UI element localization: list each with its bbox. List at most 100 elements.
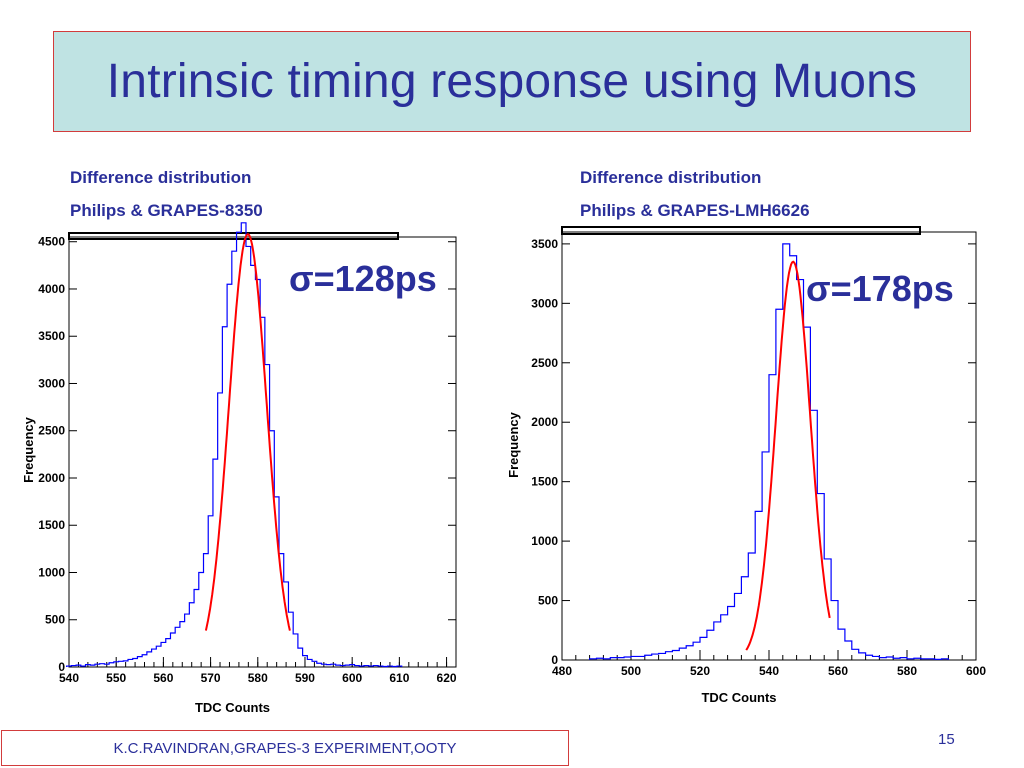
left-caption: Difference distribution Philips & GRAPES… (70, 161, 263, 227)
x-tick-label: 590 (295, 671, 315, 685)
histogram-bin (714, 622, 721, 660)
histogram-bin (222, 327, 227, 667)
histogram-bin (180, 622, 185, 667)
y-tick-label: 500 (538, 594, 558, 608)
footer-text: K.C.RAVINDRAN,GRAPES-3 EXPERIMENT,OOTY (113, 739, 457, 757)
histogram-series (589, 243, 949, 661)
histogram-bin (838, 629, 845, 660)
y-tick-label: 1000 (531, 534, 558, 548)
footer-box: K.C.RAVINDRAN,GRAPES-3 EXPERIMENT,OOTY (1, 730, 569, 766)
y-tick-label: 3500 (38, 329, 65, 343)
y-tick-label: 3000 (38, 376, 65, 390)
y-tick-label: 2000 (531, 415, 558, 429)
right-caption: Difference distribution Philips & GRAPES… (580, 161, 810, 227)
x-tick-label: 520 (690, 664, 710, 678)
histogram-bin (659, 653, 666, 660)
histogram-bin (790, 256, 797, 660)
histogram-bin (175, 627, 180, 667)
histogram-bin (128, 659, 133, 667)
y-tick-label: 3000 (531, 296, 558, 310)
histogram-bin (679, 648, 686, 660)
x-tick-label: 540 (759, 664, 779, 678)
left-histogram-chart: 0 500 1000 1500 2000 2500 3000 3500 4000 4500 540 5… (21, 222, 457, 715)
y-tick-label: 2500 (531, 356, 558, 370)
title-box: Intrinsic timing response using Muons (53, 31, 971, 132)
histogram-bin (227, 284, 232, 667)
x-tick-label: 500 (621, 664, 641, 678)
x-tick-label: 580 (248, 671, 268, 685)
right-caption-line2: Philips & GRAPES-LMH6626 (580, 201, 810, 220)
y-tick-label: 0 (551, 653, 558, 667)
right-histogram-chart: 0 500 1000 1500 2000 2500 3000 3500 480 500 520 540… (506, 226, 986, 705)
histogram-bin (170, 633, 175, 667)
y-tick-label: 1000 (38, 565, 65, 579)
x-axis-label: TDC Counts (195, 700, 270, 715)
histogram-bin (119, 661, 124, 667)
x-tick-label: 560 (153, 671, 173, 685)
histogram-bin (109, 663, 114, 667)
histogram-bin (255, 280, 260, 667)
histogram-bin (298, 648, 303, 667)
histogram-bin (666, 652, 673, 660)
y-tick-label: 4000 (38, 282, 65, 296)
y-tick-label: 500 (45, 613, 65, 627)
x-tick-label: 600 (966, 664, 986, 678)
gaussian-fit-line (204, 233, 291, 631)
histogram-bin (707, 630, 714, 660)
histogram-bin (797, 280, 804, 660)
histogram-bin (185, 614, 190, 667)
x-tick-label: 540 (59, 671, 79, 685)
stat-box-edge (561, 226, 921, 235)
histogram-bin (700, 637, 707, 660)
left-caption-line1: Difference distribution (70, 168, 252, 187)
slide-title: Intrinsic timing response using Muons (106, 55, 918, 108)
histogram-bin (672, 650, 679, 660)
histogram-bin (241, 223, 246, 667)
y-tick-label: 3500 (531, 237, 558, 251)
histogram-series (66, 222, 403, 668)
x-tick-label: 560 (828, 664, 848, 678)
left-sigma-annotation: σ=128ps (289, 258, 437, 299)
y-tick-label: 1500 (38, 518, 65, 532)
histogram-bin (769, 375, 776, 660)
histogram-bin (246, 246, 251, 667)
histogram-bin (845, 641, 852, 660)
y-tick-label: 2500 (38, 424, 65, 438)
histogram-bin (728, 607, 735, 661)
y-tick-label: 1500 (531, 475, 558, 489)
histogram-bin (156, 646, 161, 667)
y-tick-label: 0 (58, 660, 65, 674)
x-tick-label: 580 (897, 664, 917, 678)
gaussian-fit-line (745, 260, 831, 651)
histogram-bin (288, 612, 293, 667)
x-tick-label: 570 (201, 671, 221, 685)
histogram-bin (652, 654, 659, 660)
x-tick-label: 620 (437, 671, 457, 685)
histogram-bin (137, 657, 142, 667)
stat-box-edge (68, 232, 399, 240)
y-tick-label: 2000 (38, 471, 65, 485)
histogram-bin (251, 265, 256, 667)
histogram-bin (645, 655, 652, 660)
histogram-bin (693, 642, 700, 660)
x-tick-label: 550 (106, 671, 126, 685)
histogram-bin (204, 554, 209, 667)
histogram-bin (194, 590, 199, 667)
histogram-bin (721, 615, 728, 660)
histogram-bin (866, 655, 873, 660)
histogram-bin (831, 601, 838, 660)
x-axis-label: TDC Counts (701, 690, 776, 705)
histogram-bin (166, 639, 171, 667)
histogram-bin (735, 593, 742, 660)
x-tick-label: 480 (552, 664, 572, 678)
histogram-bin (810, 410, 817, 660)
x-tick-label: 600 (342, 671, 362, 685)
left-caption-line2: Philips & GRAPES-8350 (70, 201, 263, 220)
histogram-bin (852, 649, 859, 660)
right-sigma-annotation: σ=178ps (806, 268, 954, 309)
plot-frame (68, 236, 457, 668)
histogram-bin (686, 646, 693, 660)
histogram-bin (147, 652, 152, 667)
histogram-bin (859, 653, 866, 660)
